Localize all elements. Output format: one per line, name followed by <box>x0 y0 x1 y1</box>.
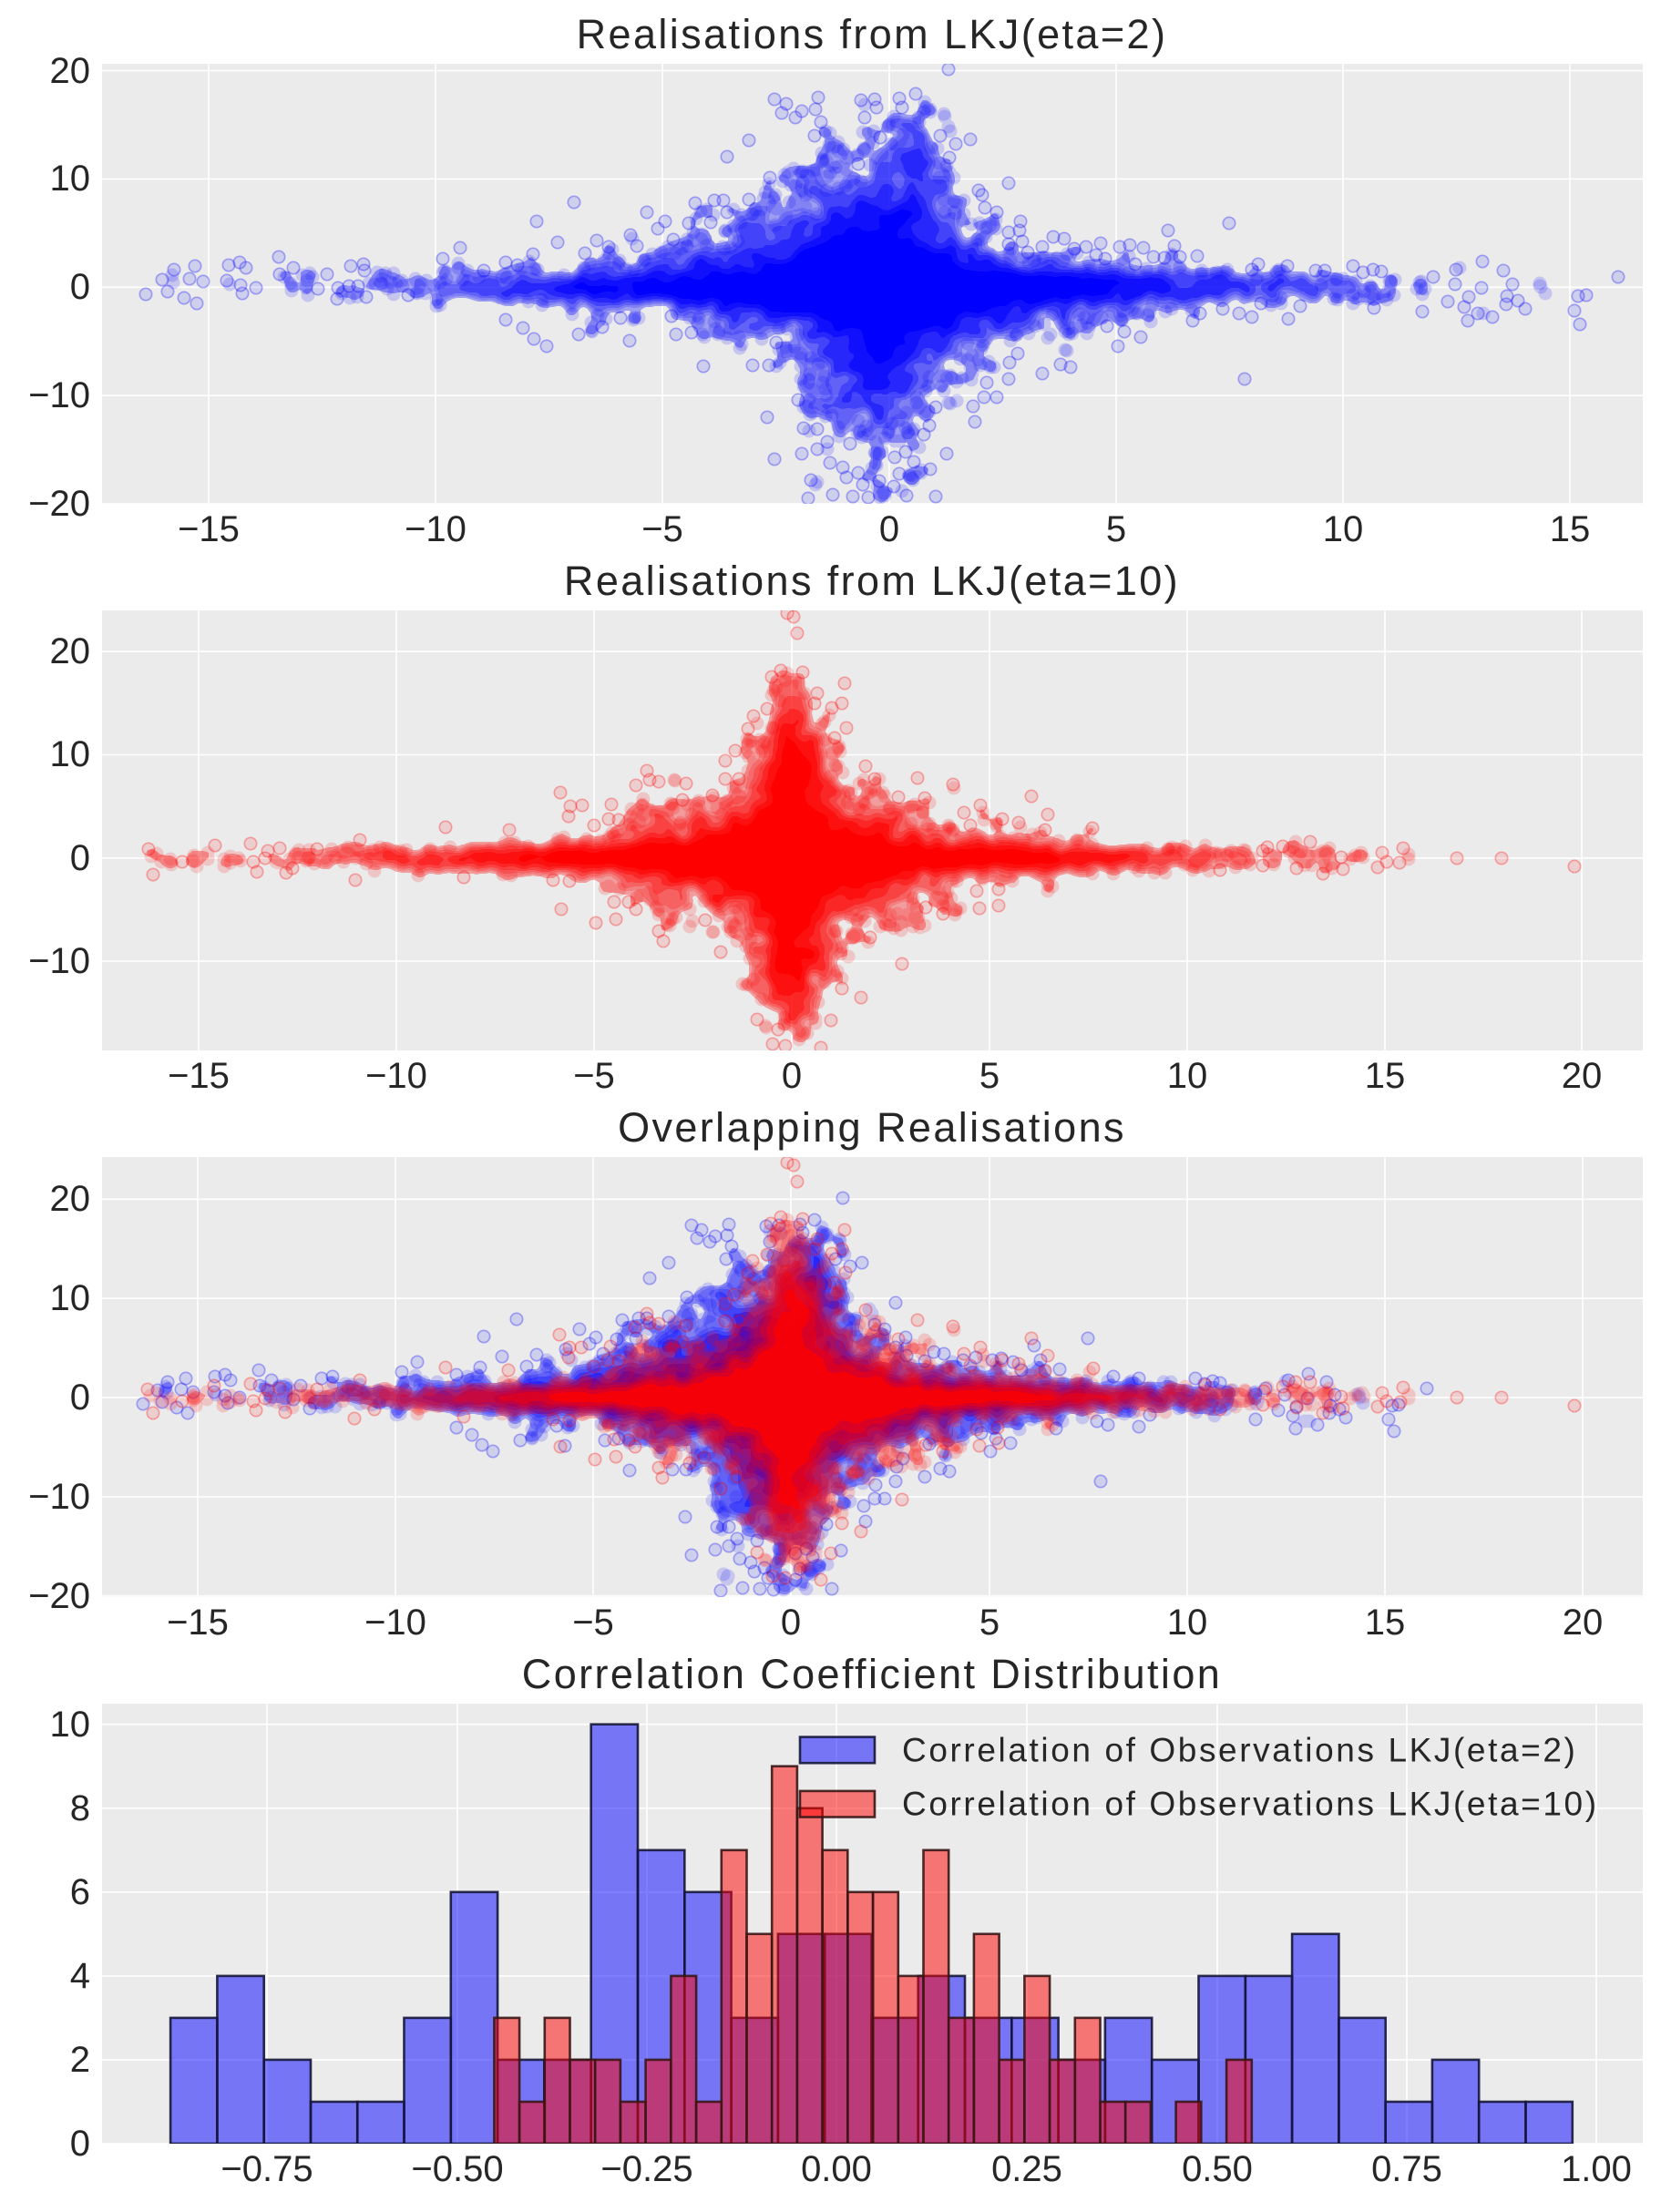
svg-text:0.25: 0.25 <box>991 2149 1062 2189</box>
svg-text:15: 15 <box>1365 1056 1406 1096</box>
svg-text:−10: −10 <box>365 1056 427 1096</box>
svg-text:6: 6 <box>70 1872 90 1912</box>
svg-text:20: 20 <box>50 1179 91 1219</box>
svg-text:0.50: 0.50 <box>1182 2149 1253 2189</box>
svg-text:5: 5 <box>979 1056 1000 1096</box>
svg-text:20: 20 <box>50 51 91 91</box>
svg-text:20: 20 <box>1563 1603 1604 1643</box>
svg-text:0: 0 <box>70 2124 90 2164</box>
svg-text:−20: −20 <box>28 1576 90 1616</box>
svg-text:15: 15 <box>1365 1603 1406 1643</box>
svg-text:−0.25: −0.25 <box>600 2149 692 2189</box>
svg-text:5: 5 <box>1106 509 1126 549</box>
svg-text:10: 10 <box>1167 1056 1208 1096</box>
svg-text:0: 0 <box>70 267 90 307</box>
svg-text:−5: −5 <box>573 1056 615 1096</box>
svg-text:0.75: 0.75 <box>1371 2149 1442 2189</box>
svg-text:10: 10 <box>50 1705 91 1745</box>
svg-text:10: 10 <box>50 1278 91 1318</box>
svg-text:10: 10 <box>1167 1603 1208 1643</box>
svg-text:−0.75: −0.75 <box>220 2149 313 2189</box>
svg-text:−15: −15 <box>167 1603 229 1643</box>
svg-text:−5: −5 <box>641 509 683 549</box>
svg-text:−0.50: −0.50 <box>411 2149 503 2189</box>
svg-text:0: 0 <box>781 1603 801 1643</box>
svg-text:Realisations from LKJ(eta=2): Realisations from LKJ(eta=2) <box>577 11 1168 57</box>
svg-text:20: 20 <box>1562 1056 1603 1096</box>
svg-text:20: 20 <box>50 631 91 671</box>
svg-text:0: 0 <box>879 509 899 549</box>
svg-text:0: 0 <box>70 838 90 878</box>
svg-text:5: 5 <box>979 1603 1000 1643</box>
svg-text:Correlation of Observations LK: Correlation of Observations LKJ(eta=2) <box>902 1732 1577 1769</box>
svg-text:−10: −10 <box>28 1477 90 1517</box>
svg-text:Correlation Coefficient Distri: Correlation Coefficient Distribution <box>522 1651 1222 1697</box>
svg-text:10: 10 <box>1323 509 1364 549</box>
svg-text:−10: −10 <box>28 941 90 981</box>
svg-text:−20: −20 <box>28 484 90 524</box>
svg-text:−10: −10 <box>364 1603 426 1643</box>
svg-text:10: 10 <box>50 734 91 774</box>
svg-text:Correlation of Observations LK: Correlation of Observations LKJ(eta=10) <box>902 1786 1599 1823</box>
svg-text:Overlapping Realisations: Overlapping Realisations <box>618 1104 1126 1151</box>
svg-text:2: 2 <box>70 2040 90 2080</box>
svg-text:1.00: 1.00 <box>1561 2149 1632 2189</box>
svg-text:15: 15 <box>1550 509 1591 549</box>
svg-text:−15: −15 <box>168 1056 230 1096</box>
svg-text:0: 0 <box>70 1377 90 1418</box>
svg-text:Realisations from LKJ(eta=10): Realisations from LKJ(eta=10) <box>564 558 1180 604</box>
svg-text:−10: −10 <box>405 509 467 549</box>
svg-text:10: 10 <box>50 159 91 199</box>
svg-text:4: 4 <box>70 1956 90 1996</box>
svg-text:−10: −10 <box>28 375 90 415</box>
svg-text:0: 0 <box>782 1056 802 1096</box>
svg-text:0.00: 0.00 <box>801 2149 872 2189</box>
svg-text:−15: −15 <box>178 509 240 549</box>
svg-text:8: 8 <box>70 1788 90 1828</box>
svg-text:−5: −5 <box>572 1603 614 1643</box>
